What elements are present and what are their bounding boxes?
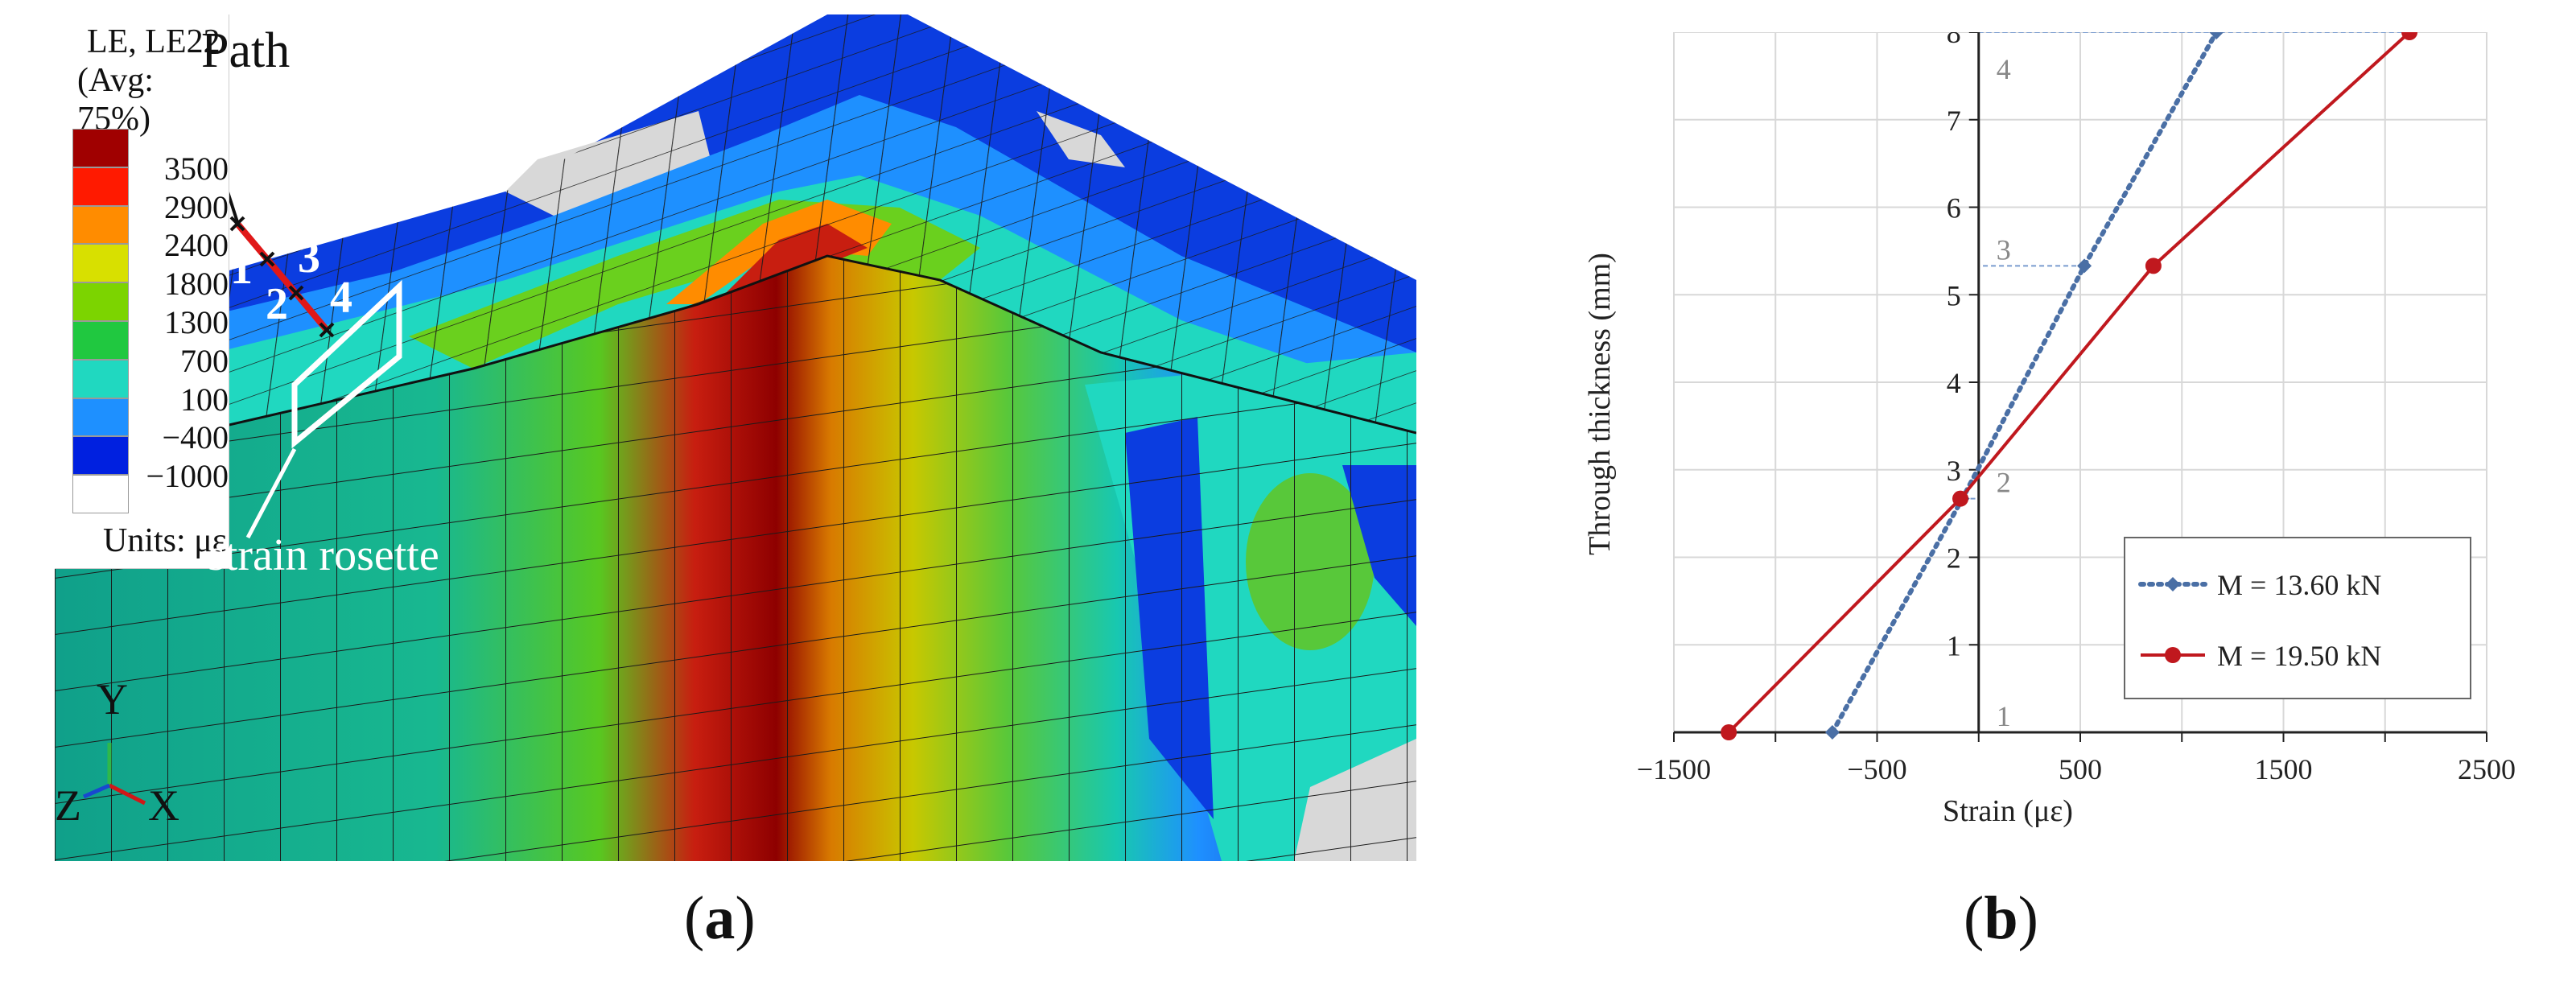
fe-contour-panel: LE, LE22 (Avg: 75%) 3500 2900 2400 1800 1300… [55,14,1416,861]
legend-swatch [72,321,129,360]
path-point-label: 2 [1997,467,2011,499]
legend-marker-circle [2165,647,2181,663]
point-label-1: 1 [230,244,253,294]
chart-legend: M = 13.60 kN M = 19.50 kN [2124,537,2471,699]
rosette-leader [245,447,297,539]
y-tick-label: 4 [1947,367,1961,399]
rosette-label: strain rosette [208,530,439,580]
data-point-diamond [2077,258,2092,274]
panel-a-caption: (a) [684,884,756,952]
legend-swatch [72,398,129,437]
axis-z-label: Z [55,781,81,830]
y-tick-label: 2 [1947,542,1961,575]
legend-swatch [72,205,129,245]
path-point-label: 3 [1997,233,2011,266]
y-tick-label: 8 [1947,32,1961,49]
axis-x-label: X [148,781,179,830]
x-tick-label: 500 [2059,753,2102,785]
legend-swatch [72,167,129,206]
y-axis-title: Through thickness (mm) [1583,253,1617,555]
legend-color-scale [72,129,129,513]
path-point-label: 4 [1997,53,2011,85]
x-axis-title: Strain (με) [1943,794,2073,828]
strain-chart-panel: −1500 −500 500 1500 2500 1 2 3 4 5 6 7 8 1 2 3 4 Strain… [1577,17,2527,869]
data-point-diamond [1824,725,1840,740]
legend-tick: 2400 [164,227,229,264]
panel-b-letter: b [1984,884,2018,952]
legend-tick: 2900 [164,188,229,225]
legend-tick: 1800 [164,266,229,303]
legend-tick: −400 [162,419,229,456]
y-tick-label: 5 [1947,279,1961,311]
point-label-3: 3 [298,233,320,282]
x-tick-label: 1500 [2255,753,2313,785]
x-tick-label: −500 [1847,753,1906,785]
series-line [1829,30,2219,735]
path-point-markers [229,216,335,338]
contour-legend: LE, LE22 (Avg: 75%) 3500 2900 2400 1800 1300… [55,14,229,569]
point-label-4: 4 [330,273,352,323]
data-point-circle [1721,724,1737,740]
legend-tick-labels: 3500 2900 2400 1800 1300 700 100 −400 −1000 [142,135,229,505]
legend-tick: 700 [180,342,229,379]
legend-marker-diamond [2166,577,2180,591]
legend-swatch [72,129,129,167]
x-tick-label: 2500 [2458,753,2516,785]
data-point-circle [1952,490,1969,507]
panel-b-caption: (b) [1964,884,2038,952]
legend-entry-label: M = 19.50 kN [2217,640,2381,672]
axis-y-label: Y [97,675,128,723]
legend-entry-label: M = 13.60 kN [2217,569,2381,601]
legend-tick: 1300 [164,304,229,340]
strain-chart: −1500 −500 500 1500 2500 1 2 3 4 5 6 7 8 1 2 3 4 Strain… [1583,17,2516,828]
chart-point-labels: 1 2 3 4 [1997,53,2011,732]
y-tick-label: 7 [1947,105,1961,137]
legend-box [2124,537,2471,699]
legend-swatch [72,282,129,321]
legend-swatch [72,436,129,476]
point-label-2: 2 [266,279,288,329]
chart-series [1721,24,2418,740]
series-line [1727,31,2411,734]
y-tick-label: 3 [1947,455,1961,487]
legend-swatch [72,244,129,283]
path-line [234,221,330,332]
fe-mesh-image [55,14,1416,861]
legend-units: Units: με [103,522,227,559]
legend-tick: −1000 [146,458,229,495]
panel-a-letter: a [704,884,736,952]
path-point-label: 1 [1997,700,2011,732]
axis-triad [82,743,146,806]
strain-rosette-outline [291,279,402,449]
legend-tick: 100 [180,381,229,418]
legend-title: LE, LE22 [87,23,221,60]
chart-axes [1673,31,2487,742]
legend-swatch [72,475,129,513]
data-point-circle [2145,258,2162,274]
y-tick-label: 6 [1947,192,1961,225]
chart-tick-labels: −1500 −500 500 1500 2500 1 2 3 4 5 6 7 8 [1637,17,2516,785]
legend-tick: 3500 [164,150,229,187]
y-tick-label: 1 [1947,629,1961,661]
legend-swatch [72,359,129,398]
x-tick-label: −1500 [1637,753,1711,785]
path-label: Path [201,23,291,78]
